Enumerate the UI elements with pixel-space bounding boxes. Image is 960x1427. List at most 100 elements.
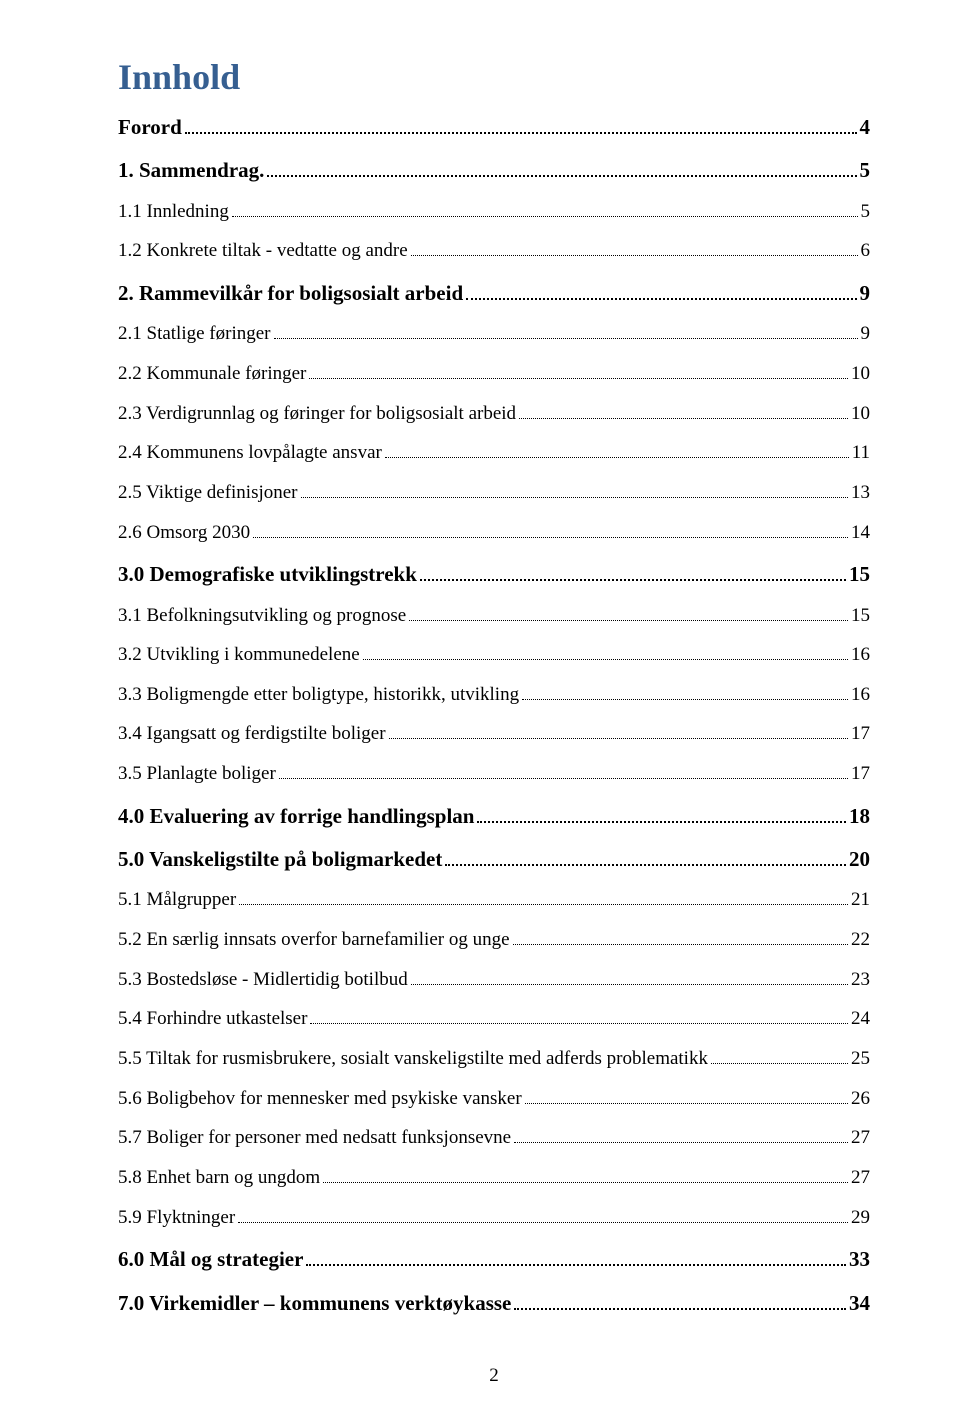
- toc-entry-page: 15: [851, 603, 870, 629]
- toc-entry-label: 2.5 Viktige definisjoner: [118, 480, 298, 506]
- toc-entry-page: 13: [851, 480, 870, 506]
- toc-dot-leader: [522, 683, 848, 700]
- toc-dot-leader: [525, 1087, 848, 1104]
- toc-entry-label: 3.5 Planlagte boliger: [118, 761, 276, 787]
- toc-entry[interactable]: 3.2 Utvikling i kommunedelene 16: [118, 642, 870, 668]
- toc-entry-label: 2.4 Kommunens lovpålagte ansvar: [118, 440, 382, 466]
- toc-entry-label: 3.2 Utvikling i kommunedelene: [118, 642, 360, 668]
- toc-entry[interactable]: 5.6 Boligbehov for mennesker med psykisk…: [118, 1086, 870, 1112]
- toc-dot-leader: [309, 362, 848, 379]
- toc-entry-label: 3.4 Igangsatt og ferdigstilte boliger: [118, 721, 386, 747]
- toc-entry-page: 14: [851, 520, 870, 546]
- toc-dot-leader: [477, 804, 846, 823]
- toc-entry-label: 2. Rammevilkår for boligsosialt arbeid: [118, 279, 463, 307]
- toc-entry[interactable]: 2.6 Omsorg 203014: [118, 520, 870, 546]
- toc-entry[interactable]: 5.7 Boliger for personer med nedsatt fun…: [118, 1125, 870, 1151]
- toc-entry-page: 4: [860, 113, 871, 141]
- toc-entry[interactable]: 3.1 Befolkningsutvikling og prognose 15: [118, 603, 870, 629]
- toc-dot-leader: [466, 281, 856, 300]
- toc-dot-leader: [310, 1007, 848, 1024]
- toc-entry[interactable]: 2.2 Kommunale føringer10: [118, 361, 870, 387]
- toc-entry-page: 16: [851, 682, 870, 708]
- toc-entry[interactable]: 1. Sammendrag.5: [118, 156, 870, 184]
- toc-entry-label: 5.0 Vanskeligstilte på boligmarkedet: [118, 845, 442, 873]
- toc-entry-label: 2.1 Statlige føringer: [118, 321, 271, 347]
- toc-entry-label: 5.6 Boligbehov for mennesker med psykisk…: [118, 1086, 522, 1112]
- toc-entry-page: 25: [851, 1046, 870, 1072]
- toc-dot-leader: [185, 115, 857, 134]
- toc-entry-page: 9: [861, 321, 871, 347]
- toc-entry[interactable]: 5.8 Enhet barn og ungdom27: [118, 1165, 870, 1191]
- toc-entry[interactable]: 5.1 Målgrupper 21: [118, 887, 870, 913]
- toc-entry-page: 10: [851, 361, 870, 387]
- toc-dot-leader: [445, 847, 846, 866]
- toc-dot-leader: [514, 1291, 846, 1310]
- toc-entry-label: 2.3 Verdigrunnlag og føringer for boligs…: [118, 401, 516, 427]
- toc-entry-page: 5: [860, 156, 871, 184]
- toc-entry[interactable]: 1.2 Konkrete tiltak - vedtatte og andre6: [118, 238, 870, 264]
- toc-entry[interactable]: 3.5 Planlagte boliger 17: [118, 761, 870, 787]
- toc-entry-page: 24: [851, 1006, 870, 1032]
- toc-entry-label: 5.9 Flyktninger: [118, 1205, 235, 1231]
- toc-entry[interactable]: 5.0 Vanskeligstilte på boligmarkedet 20: [118, 845, 870, 873]
- toc-dot-leader: [306, 1247, 846, 1266]
- toc-dot-leader: [232, 200, 858, 217]
- toc-entry-page: 17: [851, 761, 870, 787]
- toc-entry-page: 20: [849, 845, 870, 873]
- toc-entry-page: 11: [852, 440, 870, 466]
- toc-dot-leader: [420, 562, 846, 581]
- toc-entry[interactable]: 3.0 Demografiske utviklingstrekk 15: [118, 560, 870, 588]
- toc-entry-label: Forord: [118, 113, 182, 141]
- toc-entry[interactable]: 5.2 En særlig innsats overfor barnefamil…: [118, 927, 870, 953]
- toc-dot-leader: [267, 158, 856, 177]
- toc-entry-label: 3.0 Demografiske utviklingstrekk: [118, 560, 417, 588]
- toc-entry[interactable]: 2.3 Verdigrunnlag og føringer for boligs…: [118, 401, 870, 427]
- toc-entry[interactable]: 1.1 Innledning 5: [118, 199, 870, 225]
- toc-entry-label: 5.4 Forhindre utkastelser: [118, 1006, 307, 1032]
- toc-entry[interactable]: 2.4 Kommunens lovpålagte ansvar 11: [118, 440, 870, 466]
- toc-dot-leader: [411, 968, 848, 985]
- toc-dot-leader: [323, 1166, 848, 1183]
- toc-entry-page: 15: [849, 560, 870, 588]
- toc-entry-label: 5.8 Enhet barn og ungdom: [118, 1165, 320, 1191]
- toc-entry-page: 29: [851, 1205, 870, 1231]
- toc-entry-label: 6.0 Mål og strategier: [118, 1245, 303, 1273]
- table-of-contents: Forord 4 1. Sammendrag.5 1.1 Innledning 5 1.2…: [118, 113, 870, 1317]
- toc-entry-page: 21: [851, 887, 870, 913]
- toc-entry-label: 5.5 Tiltak for rusmisbrukere, sosialt va…: [118, 1046, 708, 1072]
- toc-entry-label: 5.1 Målgrupper: [118, 887, 236, 913]
- toc-entry[interactable]: 6.0 Mål og strategier33: [118, 1245, 870, 1273]
- toc-entry-page: 16: [851, 642, 870, 668]
- toc-entry[interactable]: 2.1 Statlige føringer 9: [118, 321, 870, 347]
- toc-entry-label: 1.2 Konkrete tiltak - vedtatte og andre: [118, 238, 408, 264]
- toc-entry-page: 18: [849, 802, 870, 830]
- toc-entry[interactable]: 7.0 Virkemidler – kommunens verktøykasse…: [118, 1289, 870, 1317]
- toc-entry-label: 5.2 En særlig innsats overfor barnefamil…: [118, 927, 510, 953]
- toc-entry-page: 34: [849, 1289, 870, 1317]
- toc-entry[interactable]: 4.0 Evaluering av forrige handlingsplan1…: [118, 802, 870, 830]
- toc-entry-page: 23: [851, 967, 870, 993]
- toc-dot-leader: [363, 643, 848, 660]
- toc-dot-leader: [411, 239, 858, 256]
- toc-dot-leader: [409, 603, 848, 620]
- toc-entry[interactable]: 3.4 Igangsatt og ferdigstilte boliger17: [118, 721, 870, 747]
- toc-dot-leader: [274, 322, 858, 339]
- toc-entry[interactable]: 2. Rammevilkår for boligsosialt arbeid 9: [118, 279, 870, 307]
- toc-dot-leader: [301, 481, 848, 498]
- toc-entry[interactable]: 5.4 Forhindre utkastelser 24: [118, 1006, 870, 1032]
- toc-entry-label: 1.1 Innledning: [118, 199, 229, 225]
- toc-dot-leader: [514, 1126, 848, 1143]
- toc-entry-label: 3.1 Befolkningsutvikling og prognose: [118, 603, 406, 629]
- toc-entry-page: 9: [860, 279, 871, 307]
- toc-dot-leader: [253, 520, 848, 537]
- toc-entry[interactable]: 5.5 Tiltak for rusmisbrukere, sosialt va…: [118, 1046, 870, 1072]
- toc-entry[interactable]: 5.9 Flyktninger 29: [118, 1205, 870, 1231]
- toc-entry[interactable]: 2.5 Viktige definisjoner 13: [118, 480, 870, 506]
- toc-entry[interactable]: Forord 4: [118, 113, 870, 141]
- toc-entry-page: 5: [861, 199, 871, 225]
- toc-dot-leader: [279, 762, 848, 779]
- toc-entry[interactable]: 5.3 Bostedsløse - Midlertidig botilbud23: [118, 967, 870, 993]
- toc-entry-page: 10: [851, 401, 870, 427]
- toc-entry[interactable]: 3.3 Boligmengde etter boligtype, histori…: [118, 682, 870, 708]
- page-number: 2: [118, 1365, 870, 1387]
